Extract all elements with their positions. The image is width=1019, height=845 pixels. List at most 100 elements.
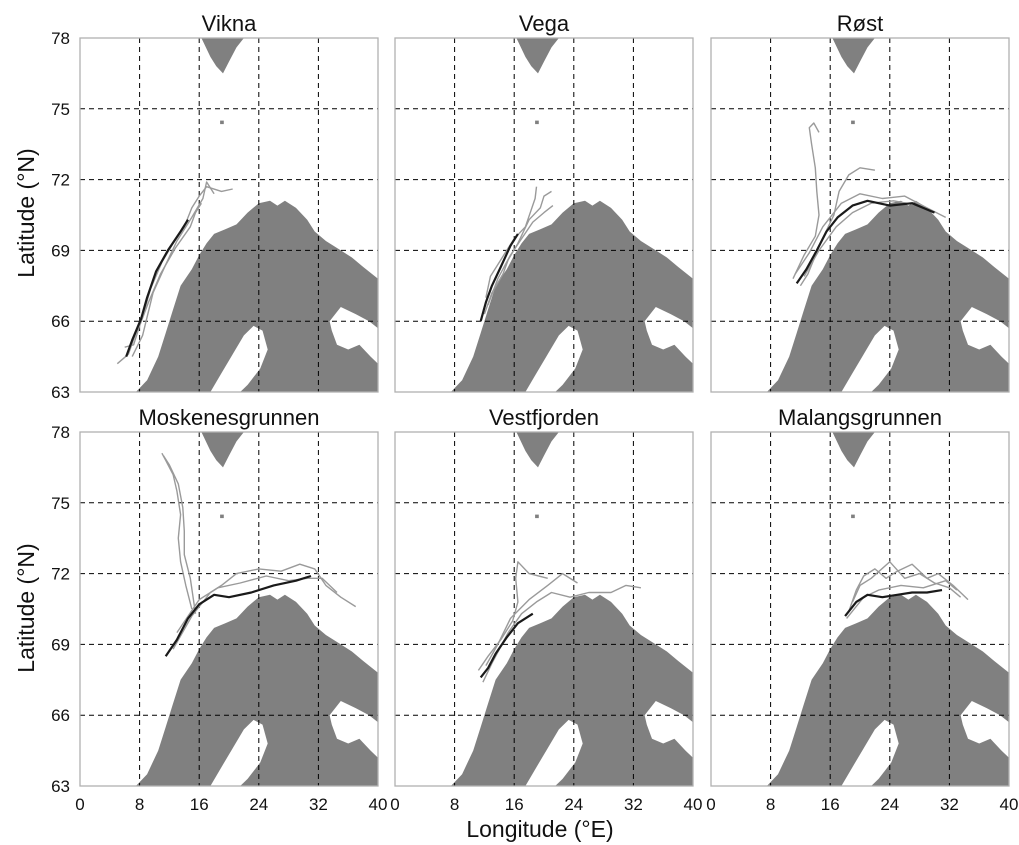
gulf-of-bothnia	[210, 719, 268, 786]
drift-track-light	[485, 572, 578, 666]
drift-track-light	[124, 202, 202, 348]
drift-track-light	[161, 452, 193, 610]
svalbard-landmass	[832, 432, 875, 468]
drift-track-light	[799, 167, 876, 287]
panel-frame	[79, 431, 379, 787]
drift-track-light	[131, 181, 215, 357]
drift-track-light	[792, 122, 820, 279]
y-tick-label: 78	[51, 423, 70, 442]
drift-track-dark	[479, 612, 534, 679]
gulf-of-bothnia	[841, 325, 899, 392]
mainland-landmass	[450, 200, 693, 392]
drift-track-light	[848, 563, 969, 612]
drift-track-dark	[125, 219, 189, 357]
drift-track-light	[172, 563, 357, 650]
panel-title: Røst	[837, 11, 883, 36]
drift-track-dark	[795, 199, 935, 285]
x-axis-label: Longitude (°E)	[466, 816, 613, 842]
mainland-landmass	[766, 594, 1009, 786]
x-tick-label: 16	[190, 795, 209, 814]
gulf-of-bothnia	[525, 325, 583, 392]
bear-island	[220, 120, 224, 125]
drift-track-light	[162, 455, 197, 614]
x-tick-label: 8	[135, 795, 144, 814]
y-tick-label: 66	[51, 706, 70, 725]
y-tick-label: 69	[51, 635, 70, 654]
bear-island	[851, 514, 855, 519]
drift-track-light	[487, 205, 554, 305]
x-tick-label: 24	[249, 795, 268, 814]
panel-title: Moskenesgrunnen	[138, 405, 319, 430]
mainland-landmass	[135, 200, 378, 392]
svalbard-landmass	[516, 432, 559, 468]
y-tick-label: 75	[51, 100, 70, 119]
x-tick-label: 24	[564, 795, 583, 814]
map-body	[80, 432, 378, 786]
y-tick-label: 63	[51, 383, 70, 402]
svalbard-landmass	[201, 432, 244, 468]
panel-frame	[394, 37, 694, 393]
drift-track-light	[803, 200, 920, 277]
gulf-of-bothnia	[210, 325, 268, 392]
drift-track-dark	[479, 233, 519, 322]
panel-frame	[79, 37, 379, 393]
x-tick-label: 40	[684, 795, 703, 814]
x-tick-label: 32	[940, 795, 959, 814]
map-panel	[79, 431, 379, 787]
drift-track-dark	[164, 574, 312, 657]
panel-title: Vega	[519, 11, 570, 36]
map-panel	[394, 37, 694, 393]
map-panel	[79, 37, 379, 393]
map-body	[395, 38, 693, 392]
map-body	[395, 432, 693, 786]
panel-frame	[710, 37, 1010, 393]
y-tick-label: 75	[51, 494, 70, 513]
y-axis-label-bottom: Latitude (°N)	[13, 543, 39, 672]
x-tick-label: 8	[766, 795, 775, 814]
axes-text: Vikna 63 66 69 72 75 78 Vega Røst Moskenesgrunnen…	[51, 11, 1018, 814]
y-tick-label: 72	[51, 565, 70, 584]
y-tick-label: 63	[51, 777, 70, 796]
mainland-landmass	[766, 200, 1009, 392]
svalbard-landmass	[516, 38, 559, 74]
map-panel	[710, 37, 1010, 393]
svalbard-landmass	[201, 38, 244, 74]
bear-island	[535, 514, 539, 519]
x-tick-label: 24	[880, 795, 899, 814]
x-tick-label: 0	[75, 795, 84, 814]
x-tick-label: 8	[450, 795, 459, 814]
y-tick-label: 66	[51, 312, 70, 331]
gulf-of-bothnia	[525, 719, 583, 786]
map-body	[711, 38, 1009, 392]
panel-title: Malangsgrunnen	[778, 405, 942, 430]
map-body	[80, 38, 378, 392]
panel-frame	[394, 431, 694, 787]
bear-island	[851, 120, 855, 125]
x-tick-label: 16	[505, 795, 524, 814]
y-tick-label: 72	[51, 171, 70, 190]
x-tick-label: 32	[309, 795, 328, 814]
x-tick-label: 16	[821, 795, 840, 814]
drift-track-light	[851, 561, 962, 603]
panel-title: Vestfjorden	[489, 405, 599, 430]
y-axis-label-top: Latitude (°N)	[13, 148, 39, 277]
svalbard-landmass	[832, 38, 875, 74]
drift-track-light	[794, 193, 947, 275]
bear-island	[220, 514, 224, 519]
panel-frame	[710, 431, 1010, 787]
map-body	[711, 432, 1009, 786]
panel-title: Vikna	[202, 11, 257, 36]
bear-island	[535, 120, 539, 125]
panels-group	[79, 37, 1010, 787]
x-tick-label: 0	[706, 795, 715, 814]
gulf-of-bothnia	[841, 719, 899, 786]
x-tick-label: 0	[390, 795, 399, 814]
x-tick-label: 32	[624, 795, 643, 814]
map-panel	[710, 431, 1010, 787]
y-tick-label: 69	[51, 241, 70, 260]
mainland-landmass	[135, 594, 378, 786]
map-panel	[394, 431, 694, 787]
mainland-landmass	[450, 594, 693, 786]
drift-track-dark	[844, 589, 943, 617]
